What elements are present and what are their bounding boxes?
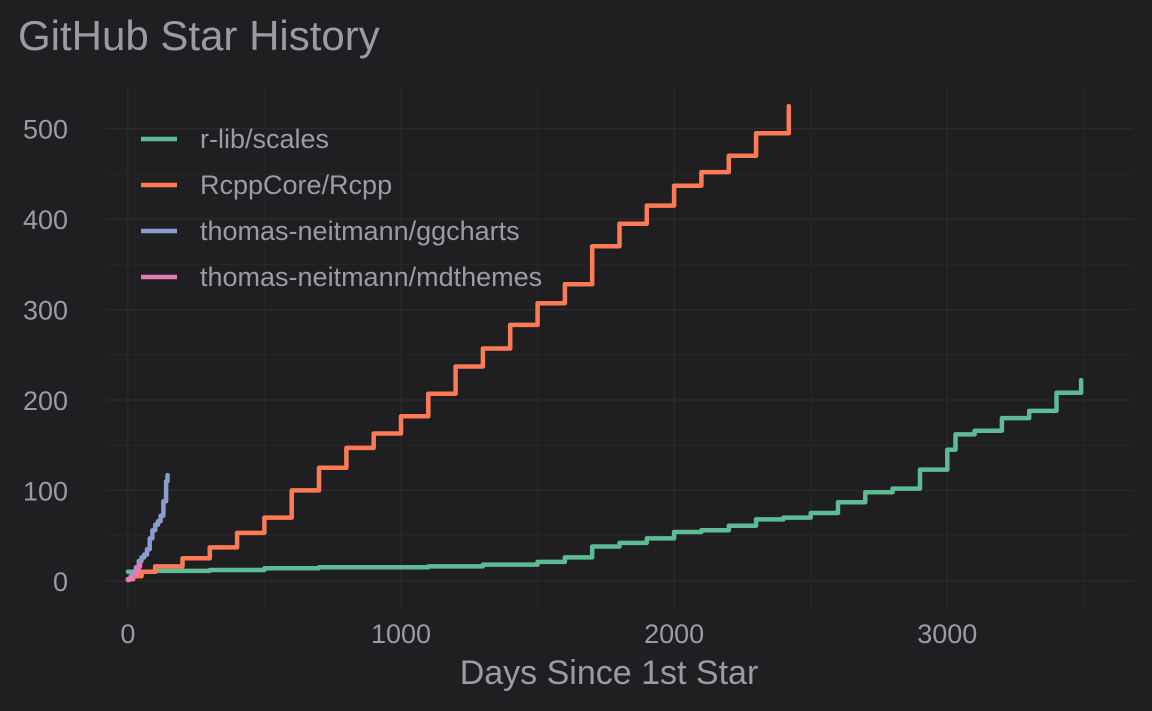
x-tick-label: 0 xyxy=(120,619,135,649)
y-tick-label: 100 xyxy=(23,476,68,506)
x-axis-ticks: 0 1000 2000 3000 xyxy=(120,619,977,649)
y-tick-label: 200 xyxy=(23,386,68,416)
x-tick-label: 1000 xyxy=(371,619,431,649)
y-tick-label: 400 xyxy=(23,205,68,235)
x-axis-title: Days Since 1st Star xyxy=(460,654,759,692)
y-axis-ticks: 0 100 200 300 400 500 xyxy=(23,115,68,597)
legend-label: r-lib/scales xyxy=(200,124,329,154)
y-tick-label: 300 xyxy=(23,296,68,326)
series-line-4 xyxy=(125,561,143,583)
x-tick-label: 2000 xyxy=(644,619,704,649)
y-tick-label: 0 xyxy=(53,567,68,597)
grid xyxy=(106,88,1133,608)
x-tick-label: 3000 xyxy=(917,619,977,649)
chart-title: GitHub Star History xyxy=(18,12,380,59)
legend-label: thomas-neitmann/ggcharts xyxy=(200,216,520,246)
series-line-2 xyxy=(125,103,792,582)
legend-label: thomas-neitmann/mdthemes xyxy=(200,262,542,292)
series-line-1 xyxy=(125,377,1084,575)
y-tick-label: 500 xyxy=(23,115,68,145)
legend: r-lib/scales RcppCore/Rcpp thomas-neitmann… xyxy=(141,124,542,292)
series-lines xyxy=(125,103,1084,583)
legend-label: RcppCore/Rcpp xyxy=(200,170,392,200)
